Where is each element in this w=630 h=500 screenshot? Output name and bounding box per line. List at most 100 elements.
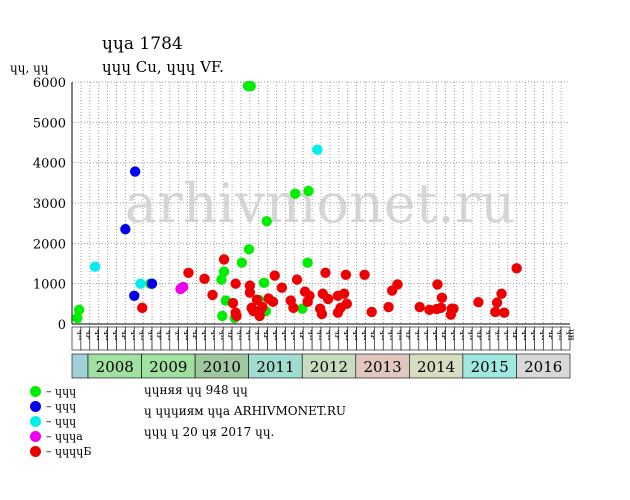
data-point	[207, 289, 218, 301]
y-tick-label: 4000	[33, 157, 66, 172]
notes: ɥɥняя ɥɥ 948 ɥɥ ɥ ɥɥɥиям ɥɥа ARHIVMONET.…	[144, 382, 346, 445]
data-point	[261, 215, 272, 227]
chart-title: ɥɥа 1784	[102, 34, 183, 54]
data-point	[129, 290, 140, 301]
year-label: 2016	[524, 358, 562, 376]
data-point	[230, 278, 241, 289]
data-point	[511, 263, 522, 274]
data-point	[496, 288, 507, 299]
data-point	[436, 292, 448, 303]
year-cell	[462, 353, 517, 379]
y-tick-label: 6000	[33, 76, 66, 91]
legend-label: – ɥɥɥа	[46, 430, 83, 443]
data-point	[291, 274, 303, 285]
year-label: 2009	[149, 358, 187, 376]
note-date: ɥɥɥ ɥ 20 ɥя 2017 ɥɥ.	[144, 425, 275, 439]
data-point	[89, 261, 101, 272]
data-point	[245, 80, 256, 92]
year-cell	[301, 353, 357, 379]
data-point	[255, 304, 266, 316]
data-point	[276, 282, 288, 293]
year-label: 2014	[417, 358, 455, 376]
data-point	[129, 166, 141, 177]
data-point	[120, 224, 131, 235]
month-tick-label: ɥн	[566, 329, 576, 341]
y-tick-label: 3000	[33, 197, 66, 212]
data-point	[473, 297, 484, 308]
legend-label: – ɥɥɥ	[46, 400, 77, 413]
data-point	[312, 144, 323, 155]
legend-dot-icon	[30, 431, 41, 442]
data-point	[258, 277, 270, 289]
year-label: 2012	[310, 358, 348, 376]
year-cell	[516, 353, 571, 379]
data-point	[243, 244, 255, 255]
data-point	[218, 254, 230, 265]
data-point	[236, 257, 248, 268]
data-point	[320, 267, 331, 278]
y-axis-label: ɥɥ, ɥɥ	[10, 61, 49, 75]
data-point	[218, 266, 230, 277]
data-point	[302, 296, 313, 308]
data-point	[216, 274, 227, 285]
year-label: 2013	[363, 358, 401, 376]
data-point	[316, 308, 328, 320]
data-point	[72, 312, 83, 324]
watermark: arhivmonet.ru	[125, 172, 515, 235]
data-point	[269, 270, 280, 281]
data-point	[366, 306, 377, 318]
data-point	[448, 303, 459, 314]
year-label: 2015	[471, 358, 509, 376]
data-point	[498, 307, 510, 318]
data-point	[392, 279, 403, 290]
data-point	[177, 281, 189, 293]
year-label: 2008	[96, 358, 134, 376]
data-point	[383, 301, 394, 313]
y-tick-label: 1000	[33, 278, 66, 293]
data-point	[227, 297, 239, 309]
data-point	[244, 287, 256, 298]
data-point	[183, 267, 194, 278]
year-label: 2010	[203, 358, 241, 376]
data-point	[217, 310, 228, 322]
legend-dot-icon	[30, 416, 41, 427]
year-cell	[355, 353, 410, 379]
data-point	[135, 278, 146, 289]
data-point	[414, 301, 425, 313]
data-point	[359, 269, 370, 280]
legend-label: – ɥɥɥ	[46, 415, 77, 428]
year-cell	[194, 353, 249, 379]
y-tick-label: 5000	[33, 116, 66, 131]
data-point	[338, 288, 350, 299]
data-point	[490, 306, 501, 318]
data-point	[288, 302, 299, 314]
legend-dot-icon	[30, 401, 41, 412]
year-label: 2011	[256, 358, 294, 376]
data-point	[251, 294, 263, 305]
data-point	[290, 188, 301, 199]
data-point	[302, 257, 313, 268]
legend-label: – ɥɥɥɥБ	[46, 445, 92, 458]
chart-subtitle: ɥɥɥ Cu, ɥɥɥ VF.	[102, 58, 224, 76]
data-point	[435, 302, 447, 314]
legend-label: – ɥɥɥ	[46, 385, 77, 398]
note-source: ɥ ɥɥɥиям ɥɥа ARHIVMONET.RU	[144, 404, 347, 418]
note-sales-count: ɥɥняя ɥɥ 948 ɥɥ	[144, 383, 248, 397]
data-point	[73, 304, 85, 316]
data-point	[146, 278, 158, 289]
data-point	[432, 279, 443, 290]
data-point	[231, 310, 242, 322]
legend-dot-icon	[30, 446, 41, 457]
y-tick-label: 2000	[33, 237, 66, 252]
data-point	[303, 185, 314, 197]
legend-dot-icon	[30, 386, 41, 397]
data-point	[137, 302, 148, 314]
year-cell	[141, 353, 196, 379]
data-point	[267, 296, 279, 308]
month-cell	[560, 326, 571, 351]
data-point	[491, 297, 503, 308]
data-point	[341, 298, 352, 310]
year-cell-start	[71, 353, 89, 379]
data-point	[322, 293, 334, 305]
